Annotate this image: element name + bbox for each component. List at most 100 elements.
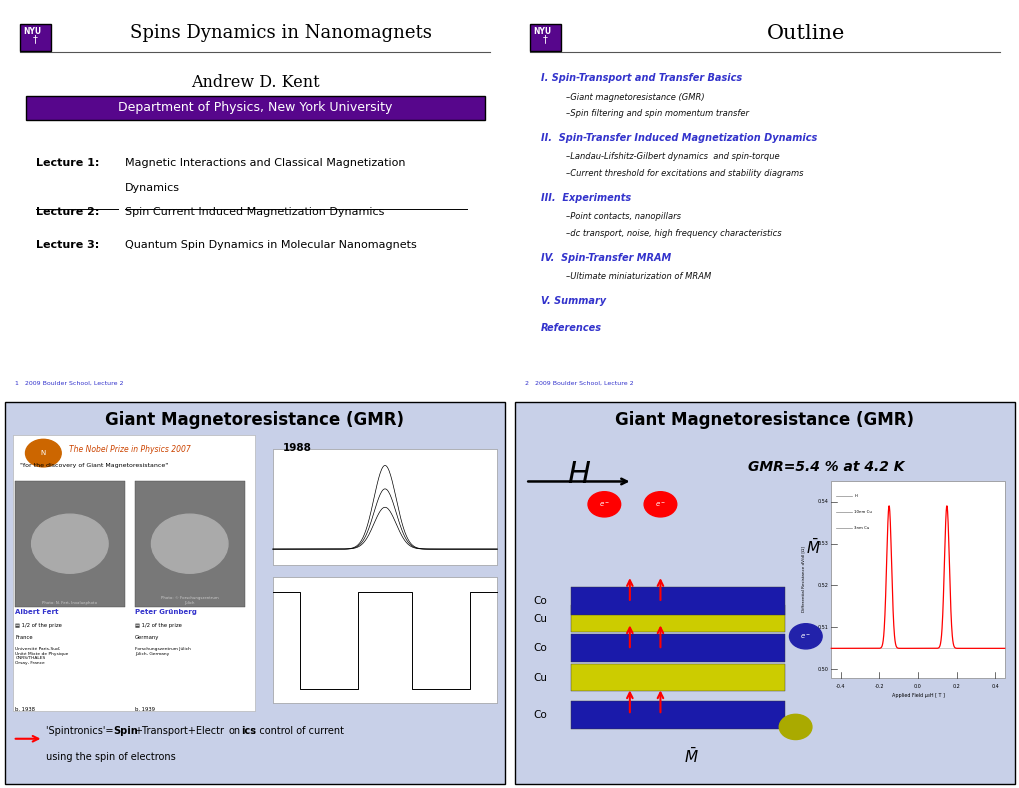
Text: 1988: 1988 bbox=[283, 443, 312, 453]
Text: 0.51: 0.51 bbox=[817, 625, 828, 630]
Text: on: on bbox=[228, 726, 240, 736]
FancyBboxPatch shape bbox=[273, 577, 497, 704]
Text: using the spin of electrons: using the spin of electrons bbox=[46, 753, 175, 763]
Text: –Spin filtering and spin momentum transfer: –Spin filtering and spin momentum transf… bbox=[566, 110, 748, 118]
Text: Co: Co bbox=[533, 643, 547, 653]
Text: Andrew D. Kent: Andrew D. Kent bbox=[191, 74, 319, 91]
Text: The Nobel Prize in Physics 2007: The Nobel Prize in Physics 2007 bbox=[69, 445, 191, 455]
Circle shape bbox=[644, 492, 677, 517]
Text: –dc transport, noise, high frequency characteristics: –dc transport, noise, high frequency cha… bbox=[566, 229, 781, 238]
Text: "for the discovery of Giant Magnetoresistance": "for the discovery of Giant Magnetoresis… bbox=[20, 463, 168, 468]
Circle shape bbox=[25, 440, 61, 467]
Text: Spin: Spin bbox=[113, 726, 138, 736]
Text: –Point contacts, nanopillars: –Point contacts, nanopillars bbox=[566, 213, 681, 221]
Text: Spin Current Induced Magnetization Dynamics: Spin Current Induced Magnetization Dynam… bbox=[125, 207, 384, 217]
Text: ▤ 1/2 of the prize: ▤ 1/2 of the prize bbox=[15, 623, 62, 627]
Text: Giant Magnetoresistance (GMR): Giant Magnetoresistance (GMR) bbox=[105, 411, 405, 429]
Text: 0.2: 0.2 bbox=[952, 683, 960, 689]
Text: Applied Field μ₀H [ T ]: Applied Field μ₀H [ T ] bbox=[891, 693, 944, 698]
Text: Lecture 1:: Lecture 1: bbox=[36, 158, 99, 168]
Text: ics: ics bbox=[240, 726, 256, 736]
Text: –Giant magnetoresistance (GMR): –Giant magnetoresistance (GMR) bbox=[566, 93, 704, 102]
Text: IV.  Spin-Transfer MRAM: IV. Spin-Transfer MRAM bbox=[540, 253, 671, 262]
Text: -0.2: -0.2 bbox=[874, 683, 883, 689]
Text: Spins Dynamics in Nanomagnets: Spins Dynamics in Nanomagnets bbox=[129, 24, 431, 43]
Text: NYU: NYU bbox=[533, 27, 550, 35]
FancyBboxPatch shape bbox=[273, 449, 497, 566]
Text: 1   2009 Boulder School, Lecture 2: 1 2009 Boulder School, Lecture 2 bbox=[15, 381, 123, 385]
FancyBboxPatch shape bbox=[571, 605, 785, 632]
Text: –Landau-Lifshitz-Gilbert dynamics  and spin-torque: –Landau-Lifshitz-Gilbert dynamics and sp… bbox=[566, 153, 779, 162]
Text: NYU: NYU bbox=[22, 27, 41, 35]
Text: 0.54: 0.54 bbox=[817, 499, 828, 504]
Text: GMR=5.4 % at 4.2 K: GMR=5.4 % at 4.2 K bbox=[747, 460, 904, 474]
Text: $e^-$: $e^-$ bbox=[598, 500, 609, 509]
Text: Cu: Cu bbox=[533, 614, 547, 623]
Text: 'Spintronics'=: 'Spintronics'= bbox=[46, 726, 116, 736]
Text: H: H bbox=[854, 494, 856, 499]
Circle shape bbox=[151, 515, 228, 574]
Text: –Ultimate miniaturization of MRAM: –Ultimate miniaturization of MRAM bbox=[566, 273, 710, 281]
Text: $\bar{M}$: $\bar{M}$ bbox=[805, 538, 820, 557]
FancyBboxPatch shape bbox=[830, 481, 1004, 678]
Text: 3nm Cu: 3nm Cu bbox=[854, 526, 869, 530]
Text: †: † bbox=[542, 34, 547, 44]
FancyBboxPatch shape bbox=[571, 663, 785, 692]
Text: Co: Co bbox=[533, 596, 547, 606]
Text: Photo: © Forschungszentrum
Jülich: Photo: © Forschungszentrum Jülich bbox=[161, 597, 218, 605]
Text: Magnetic Interactions and Classical Magnetization: Magnetic Interactions and Classical Magn… bbox=[125, 158, 406, 168]
Text: Department of Physics, New York University: Department of Physics, New York Universi… bbox=[118, 102, 391, 114]
Text: III.  Experiments: III. Experiments bbox=[540, 193, 630, 203]
Text: : control of current: : control of current bbox=[253, 726, 343, 736]
Text: Albert Fert: Albert Fert bbox=[15, 608, 59, 615]
Circle shape bbox=[587, 492, 620, 517]
Text: $e^-$: $e^-$ bbox=[800, 632, 810, 641]
Text: Outline: Outline bbox=[766, 24, 844, 43]
Text: -0.4: -0.4 bbox=[836, 683, 845, 689]
Text: I. Spin-Transport and Transfer Basics: I. Spin-Transport and Transfer Basics bbox=[540, 73, 741, 83]
Text: 0.50: 0.50 bbox=[817, 667, 828, 672]
FancyBboxPatch shape bbox=[530, 24, 560, 51]
Circle shape bbox=[32, 515, 108, 574]
FancyBboxPatch shape bbox=[15, 481, 125, 607]
Text: Forschungszentrum Jülich
Jülich, Germany: Forschungszentrum Jülich Jülich, Germany bbox=[136, 647, 191, 656]
Text: 0.52: 0.52 bbox=[817, 583, 828, 588]
Text: V. Summary: V. Summary bbox=[540, 296, 605, 306]
Text: 2   2009 Boulder School, Lecture 2: 2 2009 Boulder School, Lecture 2 bbox=[525, 381, 633, 385]
Text: Université Paris-Sud;
Unité Mixte de Physique
CNRS/THALES
Orsay, France: Université Paris-Sud; Unité Mixte de Phy… bbox=[15, 647, 68, 665]
Text: $e^-$: $e^-$ bbox=[654, 500, 665, 509]
Text: Germany: Germany bbox=[136, 635, 159, 640]
Text: France: France bbox=[15, 635, 33, 640]
Text: 0.4: 0.4 bbox=[990, 683, 998, 689]
FancyBboxPatch shape bbox=[571, 701, 785, 729]
FancyBboxPatch shape bbox=[515, 402, 1014, 784]
Text: References: References bbox=[540, 323, 601, 333]
FancyBboxPatch shape bbox=[136, 481, 245, 607]
Text: †: † bbox=[33, 34, 38, 44]
Text: $\mathit{H}$: $\mathit{H}$ bbox=[567, 460, 590, 489]
FancyBboxPatch shape bbox=[571, 587, 785, 615]
Text: Photo: N. Fert, Invaluephoto: Photo: N. Fert, Invaluephoto bbox=[43, 600, 97, 605]
Text: Differential Resistance dV/dI [Ω]: Differential Resistance dV/dI [Ω] bbox=[801, 546, 804, 612]
Text: 0.0: 0.0 bbox=[913, 683, 921, 689]
FancyBboxPatch shape bbox=[25, 96, 484, 121]
FancyBboxPatch shape bbox=[20, 24, 51, 51]
Text: Dynamics: Dynamics bbox=[125, 184, 179, 193]
Text: –Current threshold for excitations and stability diagrams: –Current threshold for excitations and s… bbox=[566, 169, 803, 178]
Circle shape bbox=[779, 714, 811, 739]
Text: Lecture 3:: Lecture 3: bbox=[36, 240, 99, 251]
FancyBboxPatch shape bbox=[5, 402, 504, 784]
FancyBboxPatch shape bbox=[13, 435, 255, 711]
Text: II.  Spin-Transfer Induced Magnetization Dynamics: II. Spin-Transfer Induced Magnetization … bbox=[540, 133, 816, 143]
Text: 10nm Cu: 10nm Cu bbox=[854, 510, 871, 515]
FancyBboxPatch shape bbox=[571, 634, 785, 662]
Text: b. 1939: b. 1939 bbox=[136, 708, 155, 712]
Text: Co: Co bbox=[533, 710, 547, 720]
Text: Lecture 2:: Lecture 2: bbox=[36, 207, 99, 217]
Text: Giant Magnetoresistance (GMR): Giant Magnetoresistance (GMR) bbox=[614, 411, 914, 429]
Text: Cu: Cu bbox=[533, 673, 547, 682]
Text: +Transport+Electr: +Transport+Electr bbox=[133, 726, 223, 736]
Text: ▤ 1/2 of the prize: ▤ 1/2 of the prize bbox=[136, 623, 181, 627]
Text: Quantum Spin Dynamics in Molecular Nanomagnets: Quantum Spin Dynamics in Molecular Nanom… bbox=[125, 240, 417, 251]
Text: $\bar{M}$: $\bar{M}$ bbox=[683, 747, 698, 766]
